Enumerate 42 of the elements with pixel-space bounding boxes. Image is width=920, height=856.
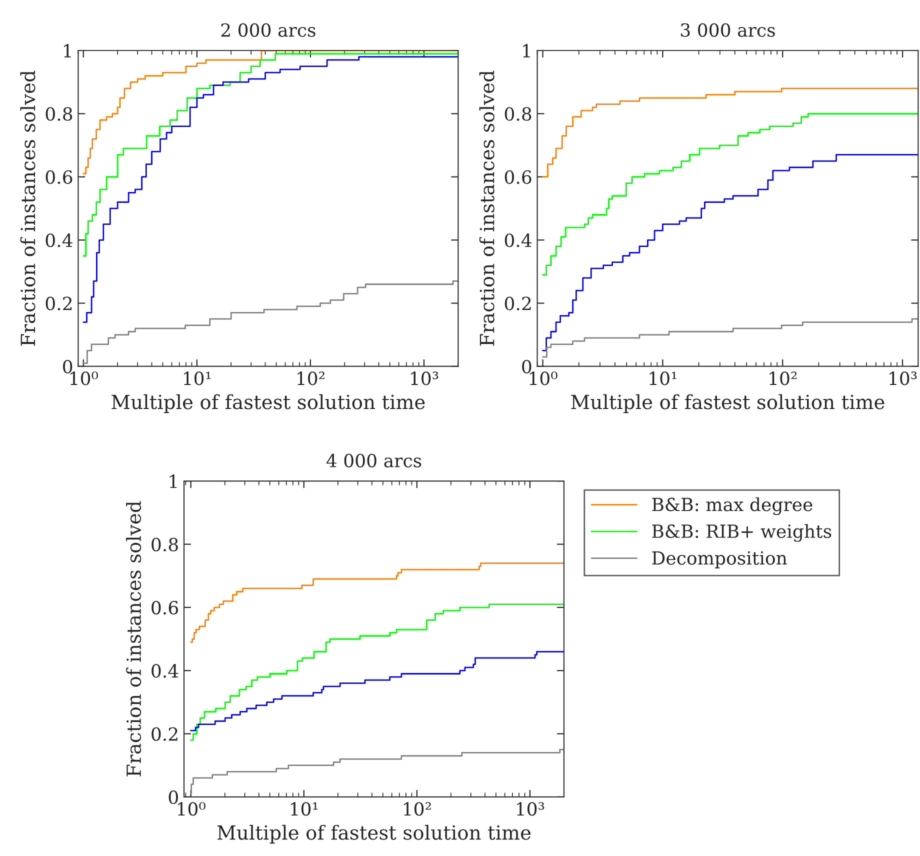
y-tick-label: 0	[63, 360, 72, 374]
x-axis-title: Multiple of fastest solution time	[571, 394, 884, 414]
x-tick-label: 10⁰	[178, 802, 206, 816]
y-tick-label: 0.4	[46, 233, 72, 248]
x-axis-title: Multiple of fastest solution time	[112, 394, 425, 414]
x-tick-label: 10³	[517, 802, 544, 816]
legend-label: Decomposition	[652, 551, 787, 568]
y-axis-title: Fraction of instances solved	[20, 70, 36, 346]
y-tick-label: 0.8	[46, 107, 72, 121]
y-tick-label: 0.8	[504, 107, 532, 121]
y-tick-label: 0.2	[46, 296, 72, 310]
x-tick-label: 10³	[890, 372, 917, 386]
x-tick-label: 10¹	[290, 802, 318, 816]
y-tick-label: 1	[170, 474, 177, 488]
x-tick-label: 10⁰	[530, 372, 558, 386]
x-tick-label: 10²	[404, 802, 431, 816]
y-tick-label: 0.6	[152, 600, 178, 615]
y-tick-label: 0.2	[504, 296, 531, 310]
x-tick-label: 10²	[770, 372, 797, 386]
x-tick-label: 10³	[411, 372, 438, 386]
y-tick-label: 1	[64, 44, 71, 58]
y-tick-label: 0.8	[152, 538, 178, 552]
chart-title: 3 000 arcs	[680, 23, 775, 37]
x-tick-label: 10¹	[184, 372, 211, 386]
chart-title: 2 000 arcs	[221, 23, 316, 37]
x-tick-label: 10²	[298, 372, 324, 386]
y-axis-title: Fraction of instances solved	[479, 70, 494, 346]
y-tick-label: 0	[522, 360, 532, 374]
y-tick-label: 0.2	[152, 727, 178, 741]
y-tick-label: 0.4	[504, 233, 532, 248]
y-tick-label: 0.6	[504, 170, 532, 184]
y-tick-label: 0	[168, 790, 178, 804]
y-tick-label: 0.6	[46, 170, 72, 184]
chart-title: 4 000 arcs	[326, 454, 422, 468]
y-axis-title: Fraction of instances solved	[126, 501, 142, 776]
x-axis-title: Multiple of fastest solution time	[217, 824, 531, 844]
x-tick-label: 10⁰	[70, 372, 98, 386]
x-tick-label: 10¹	[650, 372, 676, 386]
y-tick-label: 0.4	[152, 664, 178, 678]
legend-label: B&B: max degree	[652, 497, 812, 516]
legend-label: B&B: RIB+ weights	[652, 524, 832, 542]
y-tick-label: 1	[523, 44, 530, 58]
